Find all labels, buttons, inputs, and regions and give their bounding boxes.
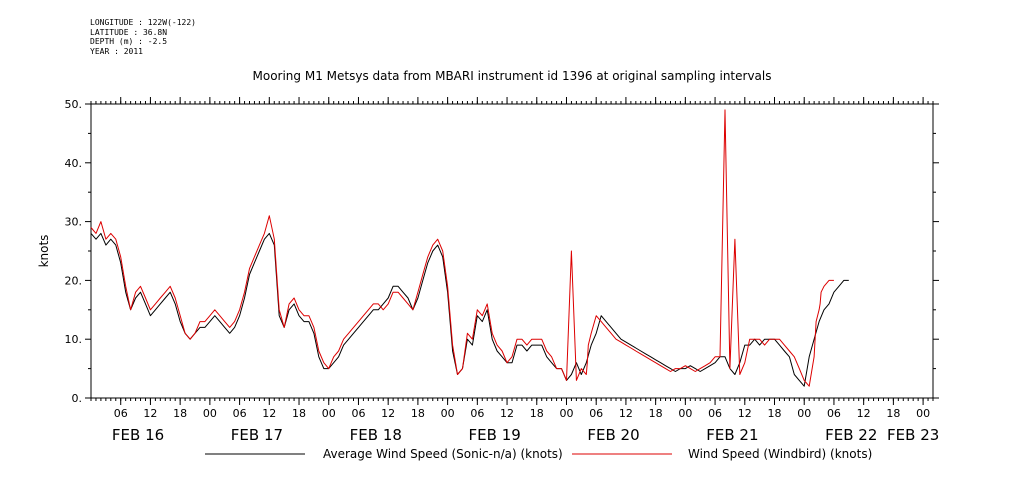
x-hour-tick-label: 18 [768,407,782,420]
x-hour-tick-label: 06 [827,407,841,420]
x-hour-tick-label: 12 [262,407,276,420]
x-hour-tick-label: 18 [886,407,900,420]
x-hour-tick-label: 06 [589,407,603,420]
x-hour-tick-label: 00 [678,407,692,420]
x-hour-tick-label: 18 [649,407,663,420]
chart-title: Mooring M1 Metsys data from MBARI instru… [253,69,772,83]
x-hour-tick-label: 12 [381,407,395,420]
y-tick-label: 50. [65,98,83,111]
x-hour-tick-label: 06 [233,407,247,420]
depth-text: DEPTH (m) : -2.5 [90,37,168,46]
x-day-label: FEB 16 [112,426,164,444]
x-hour-tick-label: 12 [857,407,871,420]
x-day-label: FEB 23 [887,426,939,444]
metadata-block: LONGITUDE : 122W(-122) LATITUDE : 36.8N … [90,18,196,56]
x-day-label: FEB 17 [231,426,283,444]
x-hour-tick-label: 00 [203,407,217,420]
y-tick-label: 40. [65,157,83,170]
x-hour-tick-label: 06 [708,407,722,420]
x-hour-tick-label: 00 [916,407,930,420]
x-hour-tick-label: 12 [500,407,514,420]
x-hour-tick-label: 18 [530,407,544,420]
x-hour-tick-label: 18 [411,407,425,420]
plot-frame [90,103,934,399]
x-day-label: FEB 22 [825,426,877,444]
x-hour-tick-label: 00 [797,407,811,420]
y-axis-label: knots [37,235,51,268]
x-day-label: FEB 20 [587,426,639,444]
axis-ticks: 0. 10. 20. 30. 40. 50. 06 12 18 00 06 12 18 00 06 12 18 0… [65,97,939,444]
y-tick-label: 10. [65,333,83,346]
x-hour-tick-label: 06 [114,407,128,420]
x-hour-tick-label: 00 [322,407,336,420]
year-text: YEAR : 2011 [90,46,143,56]
y-tick-label: 20. [65,274,83,287]
x-hour-tick-label: 06 [351,407,365,420]
legend: Average Wind Speed (Sonic-n/a) (knots) W… [205,447,872,461]
x-hour-tick-label: 06 [470,407,484,420]
x-day-label: FEB 19 [469,426,521,444]
x-hour-tick-label: 00 [559,407,573,420]
longitude-text: LONGITUDE : 122W(-122) [90,18,196,27]
y-tick-label: 0. [72,392,83,405]
x-hour-tick-label: 12 [143,407,157,420]
x-day-label: FEB 21 [706,426,758,444]
legend-windbird-label: Wind Speed (Windbird) (knots) [688,447,872,461]
latitude-text: LATITUDE : 36.8N [90,27,168,37]
x-hour-tick-label: 00 [441,407,455,420]
series-lines [90,109,849,387]
legend-avg-label: Average Wind Speed (Sonic-n/a) (knots) [323,447,563,461]
y-tick-label: 30. [65,216,83,229]
x-hour-tick-label: 12 [738,407,752,420]
x-hour-tick-label: 18 [292,407,306,420]
series-average-wind-speed-line [90,232,849,387]
x-hour-tick-label: 18 [173,407,187,420]
x-hour-tick-label: 12 [619,407,633,420]
series-windbird-wind-speed-line [90,109,834,387]
x-day-label: FEB 18 [350,426,402,444]
